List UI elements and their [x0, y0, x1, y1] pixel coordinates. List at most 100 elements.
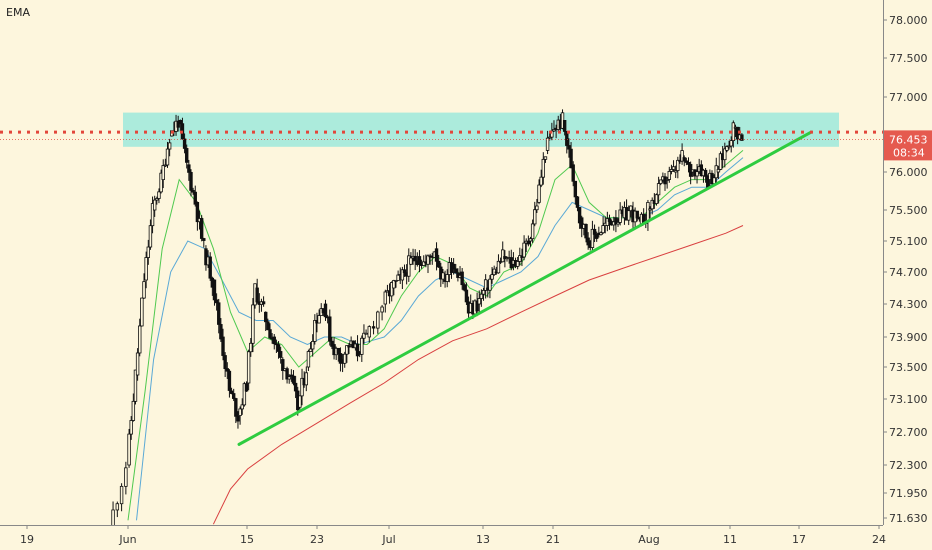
ascending-trendline[interactable]: [237, 130, 813, 446]
candle: [163, 158, 168, 168]
x-tick-label: Jun: [118, 533, 136, 546]
candle: [202, 237, 206, 248]
candle: [671, 160, 676, 172]
candle: [289, 369, 294, 382]
candle: [605, 211, 610, 232]
candle: [195, 201, 200, 231]
candle: [152, 195, 157, 217]
x-tick-label: 23: [310, 533, 324, 546]
last-price-value: 76.453: [889, 133, 928, 146]
candle: [501, 241, 505, 263]
candle: [535, 198, 539, 213]
candle: [212, 279, 217, 306]
candle: [627, 205, 631, 226]
candle: [336, 347, 341, 362]
candle: [214, 293, 219, 311]
candle: [300, 368, 304, 406]
candle: [268, 323, 272, 340]
candle: [355, 335, 360, 362]
candle: [323, 299, 328, 321]
x-tick-label: Aug: [638, 533, 659, 546]
y-tick-label: 77.000: [889, 91, 928, 104]
candle: [667, 166, 671, 183]
candle: [477, 290, 481, 314]
candle: [490, 267, 494, 284]
candle: [695, 163, 699, 184]
y-tick-label: 75.500: [889, 204, 928, 217]
candle: [522, 235, 526, 261]
candle: [157, 188, 161, 204]
candle: [155, 196, 159, 205]
y-tick-label: 73.500: [889, 361, 928, 374]
candle: [686, 157, 691, 173]
candle: [569, 142, 573, 169]
candle: [227, 369, 232, 398]
candle: [656, 176, 661, 204]
candle: [119, 483, 124, 512]
candle: [238, 406, 242, 425]
x-tick-label: 17: [792, 533, 806, 546]
candle: [409, 252, 413, 266]
candle: [310, 334, 315, 357]
candle: [407, 248, 411, 282]
candle: [543, 156, 548, 163]
candle: [565, 131, 569, 154]
candle: [441, 268, 445, 285]
y-tick-label: 71.950: [889, 487, 928, 500]
candle: [725, 145, 729, 153]
candle: [413, 249, 417, 271]
ema-slow-line: [212, 225, 744, 525]
candle: [129, 416, 133, 440]
candle: [426, 254, 430, 274]
x-tick-label: Jul: [381, 533, 395, 546]
candle: [142, 273, 146, 299]
y-tick-label: 76.000: [889, 166, 928, 179]
candle: [607, 214, 612, 230]
candle: [317, 309, 321, 324]
candle: [371, 320, 376, 335]
candle: [135, 348, 140, 381]
candle: [479, 289, 484, 307]
candle: [659, 179, 663, 186]
candle: [718, 151, 723, 171]
candle: [496, 254, 501, 274]
candle: [249, 338, 253, 357]
candle: [436, 254, 441, 268]
candle: [454, 263, 458, 274]
candle: [255, 278, 259, 304]
candle: [266, 318, 270, 331]
candle: [138, 318, 142, 357]
candle: [242, 381, 247, 407]
candle: [246, 349, 251, 391]
candle: [127, 428, 131, 468]
candle: [185, 144, 189, 169]
candle: [400, 266, 405, 290]
x-tick-label: 13: [476, 533, 490, 546]
candle: [464, 282, 469, 305]
y-tick-label: 73.900: [889, 331, 928, 344]
candle: [376, 310, 380, 334]
candle: [343, 351, 347, 368]
candle: [313, 314, 317, 345]
candle: [682, 155, 686, 167]
candle: [601, 216, 605, 234]
candle: [187, 159, 191, 181]
candle: [530, 219, 535, 244]
candle: [727, 140, 731, 150]
candle: [189, 169, 193, 197]
candle: [648, 206, 652, 219]
candle: [291, 370, 296, 386]
candle: [616, 218, 620, 227]
candle: [111, 501, 115, 525]
candle: [488, 275, 492, 299]
candle: [680, 143, 684, 165]
candle: [124, 461, 128, 495]
candle: [345, 345, 349, 363]
candle: [684, 157, 689, 166]
candle: [360, 335, 364, 362]
candle: [483, 274, 488, 299]
candle: [293, 375, 298, 399]
candle: [276, 341, 281, 359]
x-tick-label: 11: [723, 533, 737, 546]
